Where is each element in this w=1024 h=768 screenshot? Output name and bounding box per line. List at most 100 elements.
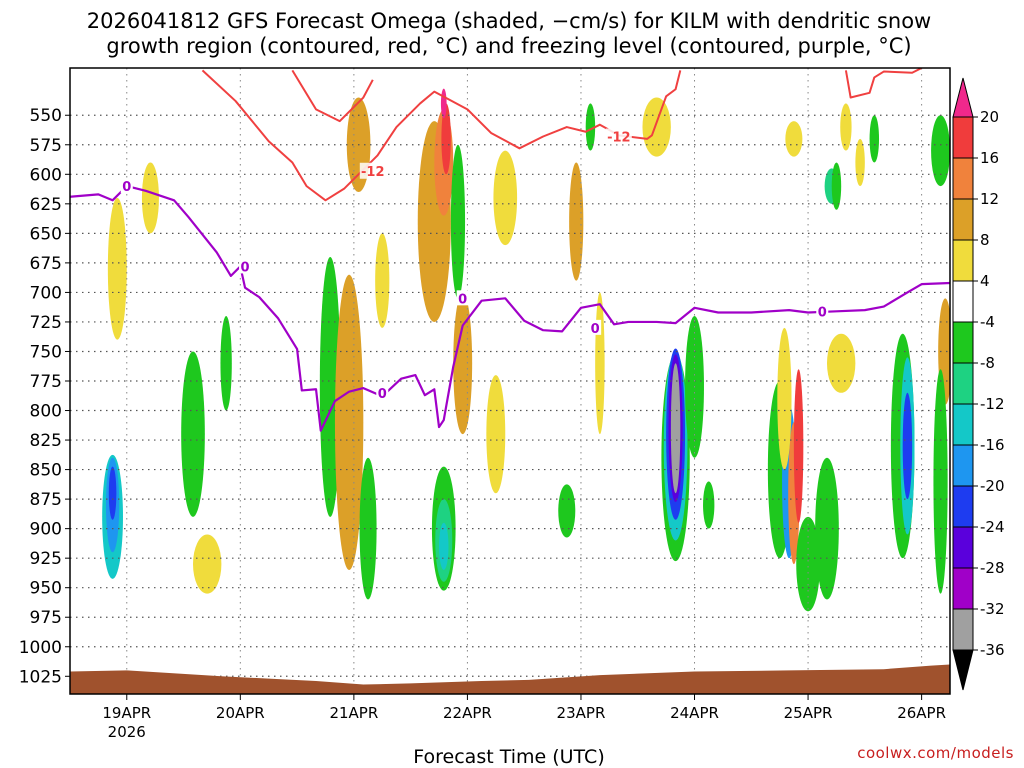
y-tick-625: 625: [30, 195, 62, 215]
colorbar-label-13: -36: [980, 641, 1005, 659]
y-axis: 550 575 600 625 650 675 700 725 750 775 800 825 850 8…: [19, 106, 70, 687]
omega-shade-4: [141, 162, 159, 234]
omega-shade-46: [826, 333, 856, 393]
dgz-label-bg-0: [359, 162, 386, 179]
y-tick-750: 750: [30, 342, 62, 362]
omega-shade-35: [703, 481, 715, 529]
fzl-label-bg-2: [376, 384, 389, 400]
y-tick-575: 575: [30, 136, 62, 156]
omega-shade-21: [453, 292, 473, 435]
y-tick-550: 550: [30, 106, 62, 126]
omega-shade-52: [902, 392, 913, 500]
omega-shade-11: [359, 457, 377, 600]
gridlines: [70, 68, 950, 694]
omega-shade-22: [486, 375, 506, 494]
omega-shade-45: [831, 162, 842, 210]
y-tick-675: 675: [30, 254, 62, 274]
omega-shade-6: [193, 534, 222, 594]
plot-area: -12 -12 0 0 0 0 0 0: [70, 68, 950, 694]
x-tick-26apr: 26APR: [897, 704, 946, 722]
omega-shade-41: [785, 121, 803, 157]
colorbar-label-8: -16: [980, 436, 1005, 454]
omega-shade-23: [493, 150, 518, 246]
colorbar-band-10: [952, 485, 974, 528]
dgz-contours: -12 -12: [201, 68, 923, 202]
colorbar-label-3: 8: [980, 231, 990, 249]
omega-shade-48: [855, 138, 865, 187]
y-tick-975: 975: [30, 608, 62, 628]
colorbar-band-9: [952, 444, 974, 487]
omega-shade-53: [931, 115, 950, 187]
colorbar-band-12: [952, 567, 974, 610]
x-axis-title: Forecast Time (UTC): [413, 746, 604, 768]
colorbar-bottom-arrow: [952, 649, 974, 691]
x-tick-20apr: 20APR: [216, 704, 265, 722]
colorbar-band-8: [952, 403, 974, 446]
y-tick-1025: 1025: [19, 667, 62, 687]
fzl-label-3: 0: [458, 292, 467, 307]
fzl-label-bg-0: [120, 178, 133, 194]
omega-shade-3: [107, 197, 127, 340]
omega-shade-55: [933, 369, 948, 594]
omega-shade-24: [558, 484, 576, 538]
colorbar-band-3: [952, 198, 974, 241]
colorbar-label-12: -32: [980, 600, 1005, 618]
fzl-label-0: 0: [122, 180, 131, 195]
dgz-label-0: -12: [361, 165, 385, 180]
credit-text: coolwx.com/models: [857, 744, 1014, 762]
fzl-label-bg-3: [456, 290, 469, 306]
chart-title-line-2: growth region (contoured, red, °C) and f…: [106, 34, 911, 58]
y-tick-825: 825: [30, 431, 62, 451]
colorbar-label-9: -20: [980, 477, 1005, 495]
fzl-label-bg-4: [589, 319, 602, 335]
colorbar-band-1: [952, 116, 974, 159]
omega-shade-27: [595, 292, 605, 435]
y-tick-925: 925: [30, 549, 62, 569]
colorbar-label-10: -24: [980, 518, 1005, 536]
colorbar-label-11: -28: [980, 559, 1005, 577]
chart-title-line-1: 2026041812 GFS Forecast Omega (shaded, −…: [87, 9, 931, 33]
omega-shade-28: [642, 97, 671, 157]
x-tick-19apr: 19APR: [102, 704, 151, 722]
colorbar-label-1: 16: [980, 149, 999, 167]
fzl-label-bg-1: [239, 258, 252, 274]
omega-shade-2: [108, 466, 117, 520]
y-tick-650: 650: [30, 224, 62, 244]
y-tick-700: 700: [30, 283, 62, 303]
omega-shade-39: [793, 369, 804, 523]
omega-shade-19: [439, 522, 449, 570]
dgz-contour-2: [844, 68, 923, 99]
colorbar-label-6: -8: [980, 354, 995, 372]
x-tick-22apr: 22APR: [443, 704, 492, 722]
omega-shade-49: [869, 115, 880, 163]
colorbar-label-0: 20: [980, 108, 999, 126]
fzl-label-1: 0: [241, 260, 250, 275]
y-tick-800: 800: [30, 402, 62, 422]
y-tick-1000: 1000: [19, 638, 62, 658]
y-tick-900: 900: [30, 520, 62, 540]
dgz-label-1: -12: [607, 131, 631, 146]
x-tick-21apr: 21APR: [329, 704, 378, 722]
colorbar-band-2: [952, 157, 974, 200]
omega-shading: [102, 88, 950, 612]
x-tick-23apr: 23APR: [557, 704, 606, 722]
y-tick-850: 850: [30, 461, 62, 481]
y-tick-600: 600: [30, 165, 62, 185]
colorbar-band-13: [952, 608, 974, 651]
colorbar-band-4: [952, 239, 974, 282]
colorbar-band-6: [952, 321, 974, 364]
x-tick-year: 2026: [108, 723, 146, 741]
freezing-level-contours: 0 0 0 0 0 0: [70, 178, 950, 432]
dgz-label-bg-1: [605, 128, 632, 145]
terrain-fill: [70, 664, 950, 694]
y-tick-725: 725: [30, 313, 62, 333]
colorbar-label-5: -4: [980, 313, 995, 331]
fzl-label-bg-5: [816, 303, 829, 319]
omega-shade-12: [375, 233, 390, 328]
omega-shade-15: [441, 103, 451, 175]
colorbar-label-7: -12: [980, 395, 1005, 413]
colorbar-band-7: [952, 362, 974, 405]
colorbar-band-5: [952, 280, 974, 323]
